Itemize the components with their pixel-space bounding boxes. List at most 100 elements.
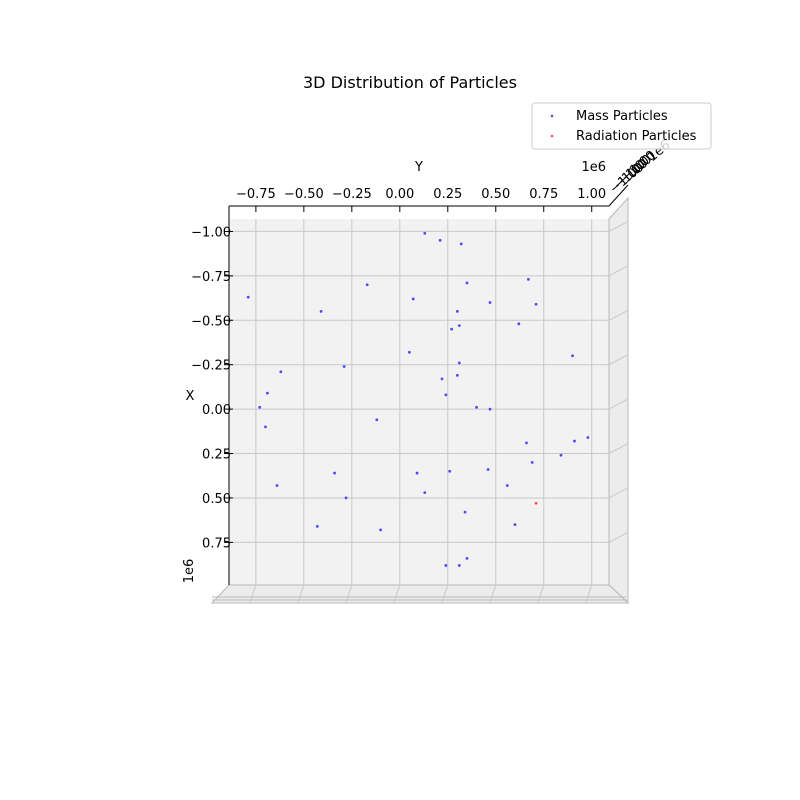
legend-box [531, 102, 712, 150]
legend-marker-mass [550, 114, 554, 118]
mass-particle-point [423, 231, 427, 235]
mass-particle-point [415, 471, 419, 475]
x-axis-label: Y [414, 160, 423, 175]
y-tick-label: −0.75 [191, 270, 231, 285]
mass-particle-point [275, 484, 279, 487]
mass-particle-point [375, 418, 379, 422]
grid-line-floor [393, 584, 401, 604]
grid-line-side [608, 398, 629, 410]
mass-particle-point [411, 297, 415, 301]
mass-particle-point [517, 322, 521, 326]
mass-particle-point [457, 564, 461, 567]
mass-particle-point [457, 361, 461, 365]
grid-line-floor [441, 584, 449, 604]
radiation-particle-point [534, 501, 538, 505]
mass-particle-point [450, 327, 454, 331]
mass-particle-point [319, 309, 323, 313]
mass-particle-point [379, 528, 383, 532]
mass-particle-point [488, 407, 492, 411]
mass-particle-point [530, 461, 534, 464]
mass-particle-point [315, 524, 319, 528]
mass-particle-point [505, 484, 509, 487]
legend: Mass Particles Radiation Particles [531, 102, 712, 150]
x-tick-label: 0.25 [433, 187, 462, 202]
x-tick-label: 0.75 [529, 187, 558, 202]
y-tick-label: 0.25 [202, 448, 231, 463]
mass-particle-point [438, 238, 442, 242]
data-points [246, 231, 590, 567]
mass-particle-point [264, 425, 267, 429]
y-tick-label: 0.75 [202, 536, 231, 551]
legend-label-mass: Mass Particles [576, 109, 668, 124]
x-tick-label: −0.75 [236, 187, 276, 202]
mass-particle-point [465, 556, 469, 560]
y-axis-offset: 1e6 [182, 559, 197, 584]
y-tick-label: 0.00 [202, 403, 231, 418]
mass-particle-point [448, 469, 452, 473]
mass-particle-point [459, 242, 463, 246]
mass-particle-point [559, 453, 563, 457]
mass-particle-point [440, 377, 444, 381]
mass-particle-point [534, 302, 538, 306]
x-tick-label: 0.00 [385, 187, 414, 202]
grid-line-floor [249, 584, 257, 604]
x-tick-label: 0.50 [481, 187, 510, 202]
mass-particle-point [586, 436, 590, 439]
legend-label-radiation: Radiation Particles [576, 129, 697, 144]
y-tick-label: −1.00 [191, 225, 231, 240]
mass-particle-point [344, 496, 348, 500]
mass-particle-point [488, 301, 492, 304]
grid-line-side [608, 309, 629, 321]
mass-particle-point [573, 439, 576, 443]
x-tick-label: 1.00 [577, 187, 606, 202]
y-axis-label: X [186, 389, 195, 404]
mass-particle-point [525, 441, 528, 445]
plot-pane [229, 219, 609, 585]
mass-particle-point [475, 405, 478, 409]
grid-line-floor [537, 584, 545, 604]
grid-line-floor [297, 584, 305, 604]
mass-particle-point [279, 370, 283, 374]
pane-edges [210, 196, 630, 605]
mass-particle-point [455, 373, 459, 377]
x-tick-label: −0.25 [332, 187, 372, 202]
y-ticks: −1.00 −0.75 −0.50 −0.25 0.00 0.25 0.50 0.75 [191, 225, 233, 551]
grid-line-floor [489, 584, 497, 604]
mass-particle-point [342, 365, 346, 368]
grid-line-side [608, 220, 629, 232]
grid-line-side [608, 354, 629, 366]
mass-particle-point [258, 405, 262, 409]
grid-line-side [608, 265, 629, 277]
y-tick-label: 0.50 [202, 492, 231, 507]
legend-marker-radiation [550, 134, 554, 138]
mass-particle-point [265, 391, 269, 395]
mass-particle-point [246, 295, 250, 299]
mass-particle-point [486, 468, 490, 471]
mass-particle-point [571, 354, 574, 358]
z-axis-spine [608, 184, 629, 207]
x-axis-offset: 1e6 [581, 160, 606, 175]
y-tick-label: −0.25 [191, 359, 231, 374]
mass-particle-point [423, 491, 427, 495]
grid-line-side [608, 487, 629, 499]
mass-particle-point [455, 309, 459, 313]
mass-particle-point [333, 471, 336, 475]
mass-particle-point [408, 350, 411, 354]
mass-particle-point [457, 324, 461, 328]
mass-particle-point [513, 523, 517, 526]
mass-particle-point [444, 564, 448, 567]
mass-particle-point [526, 278, 530, 281]
grid-line-floor [345, 584, 353, 604]
y-tick-label: −0.50 [191, 314, 231, 329]
grid-lines [229, 219, 629, 604]
grid-line-side [608, 443, 629, 454]
mass-particle-point [465, 281, 469, 285]
mass-particle-point [365, 283, 369, 287]
mass-particle-point [463, 510, 467, 514]
grid-line-side [608, 531, 629, 543]
chart-title: 3D Distribution of Particles [303, 73, 517, 92]
x-tick-label: −0.50 [284, 187, 324, 202]
grid-line-floor [585, 584, 593, 604]
x-ticks: −0.75 −0.50 −0.25 0.00 0.25 0.50 0.75 1.00 [236, 187, 606, 212]
